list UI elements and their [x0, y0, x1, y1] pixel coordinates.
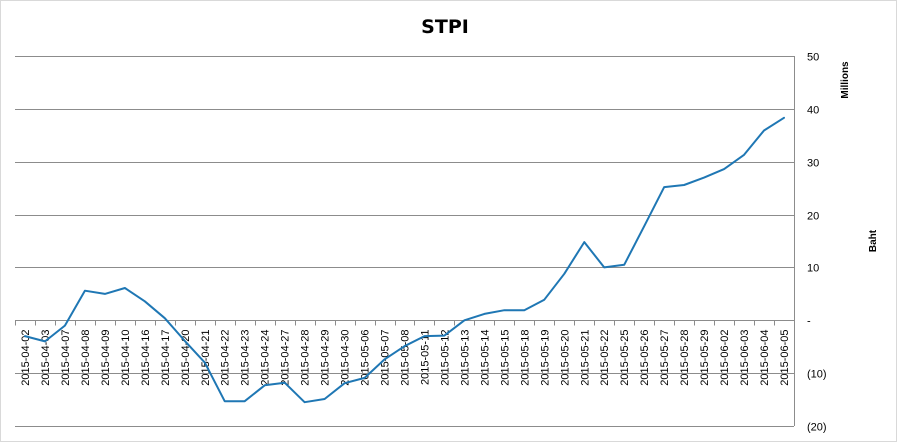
x-tick-label: 2015-05-15 — [499, 330, 511, 386]
x-axis-ticks: 2015-04-02 2015-04-03 2015-04-07 2015-04-08… — [20, 330, 791, 386]
series — [24, 116, 785, 404]
x-tick-label: 2015-05-27 — [659, 330, 671, 386]
x-tick-label: 2015-05-20 — [559, 330, 571, 386]
x-tick-label: 2015-04-03 — [40, 330, 52, 386]
x-tick-label: 2015-06-02 — [719, 330, 731, 386]
x-tick-label: 2015-04-08 — [80, 330, 92, 386]
x-tick-label: 2015-05-26 — [639, 330, 651, 386]
x-tick-label: 2015-05-14 — [479, 330, 491, 386]
x-tick-label: 2015-04-23 — [240, 330, 252, 386]
x-tick-label: 2015-05-21 — [579, 330, 591, 386]
y-tick-label: 30 — [807, 158, 819, 170]
x-tick-label: 2015-04-17 — [160, 330, 172, 386]
x-tick-label: 2015-04-21 — [200, 330, 212, 386]
x-tick-label: 2015-04-29 — [320, 330, 332, 386]
x-tick-label: 2015-05-19 — [539, 330, 551, 386]
x-tick-label: 2015-04-22 — [220, 330, 232, 386]
x-tick-label: 2015-06-05 — [779, 330, 791, 386]
x-tick-label: 2015-06-04 — [759, 330, 771, 386]
x-tick-label: 2015-04-09 — [100, 330, 112, 386]
y-tick-label: - — [807, 316, 811, 328]
x-tick-label: 2015-05-18 — [519, 330, 531, 386]
x-tick-label: 2015-04-30 — [340, 330, 352, 386]
x-tick-label: 2015-05-28 — [679, 330, 691, 386]
y-unit-label: Millions — [840, 61, 851, 99]
chart-title: STPI — [421, 16, 469, 38]
x-tick-label: 2015-06-03 — [739, 330, 751, 386]
y-tick-label: 40 — [807, 105, 819, 117]
x-tick-label: 2015-05-29 — [699, 330, 711, 386]
x-tick-label: 2015-04-20 — [180, 330, 192, 386]
y-tick-label: 10 — [807, 263, 819, 275]
x-tick-label: 2015-05-25 — [619, 330, 631, 386]
x-tick-label: 2015-04-07 — [60, 330, 72, 386]
x-tick-label: 2015-05-06 — [360, 330, 372, 386]
series-line — [24, 116, 785, 404]
x-tick-label: 2015-04-16 — [140, 330, 152, 386]
x-tick-label: 2015-04-27 — [280, 330, 292, 386]
y-tick-label: (20) — [807, 422, 827, 434]
x-tick-label: 2015-05-08 — [400, 330, 412, 386]
y-tick-label: 20 — [807, 211, 819, 223]
x-tick-label: 2015-05-12 — [439, 330, 451, 386]
y-tick-label: (10) — [807, 369, 827, 381]
y-tick-label: 50 — [807, 52, 819, 64]
x-tick-label: 2015-04-02 — [20, 330, 32, 386]
y-axis-label: Baht — [868, 229, 879, 252]
x-tick-label: 2015-04-10 — [120, 330, 132, 386]
x-tick-label: 2015-04-28 — [300, 330, 312, 386]
x-tick-label: 2015-05-13 — [459, 330, 471, 386]
y-axis-ticks: 50 40 30 20 10 - (10) (20) — [807, 52, 827, 434]
gridlines — [15, 56, 795, 427]
x-tick-label: 2015-05-22 — [599, 330, 611, 386]
x-tick-label: 2015-04-24 — [260, 330, 272, 386]
x-tick-label: 2015-05-11 — [420, 330, 432, 385]
